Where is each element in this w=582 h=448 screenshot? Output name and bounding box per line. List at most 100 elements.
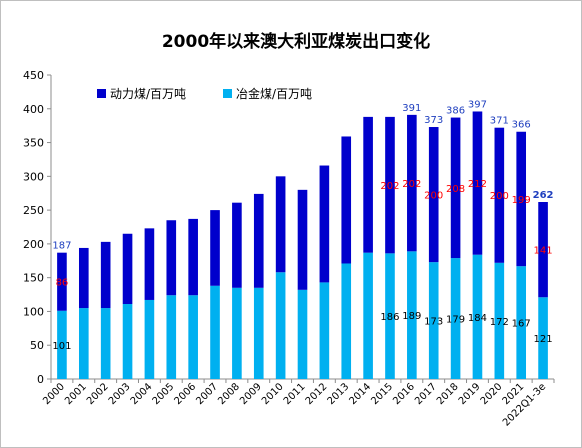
data-label-total: 262: [533, 190, 554, 201]
y-tick-label: 100: [23, 305, 44, 318]
x-tick-label: 2004: [129, 381, 155, 407]
data-label-metallurgical: 101: [52, 341, 71, 352]
data-label-thermal: 200: [490, 191, 509, 202]
bar-metallurgical: [232, 287, 242, 379]
y-tick-label: 0: [37, 373, 44, 386]
data-label-total: 371: [490, 116, 509, 127]
data-label-total: 397: [468, 99, 487, 110]
y-tick-label: 400: [23, 103, 44, 116]
bar-thermal: [407, 114, 417, 252]
bar-thermal: [297, 189, 308, 290]
bar-metallurgical: [450, 258, 461, 379]
legend-swatch-thermal: [97, 89, 106, 98]
bar-metallurgical: [188, 295, 198, 379]
bar-metallurgical: [363, 252, 373, 379]
data-label-thermal: 212: [468, 179, 487, 190]
bar-metallurgical: [538, 297, 548, 379]
bar-metallurgical: [516, 266, 527, 379]
bar-metallurgical: [472, 254, 483, 379]
y-tick-label: 450: [23, 69, 44, 82]
bar-thermal: [122, 233, 133, 305]
x-tick-label: 2008: [216, 381, 242, 407]
bar-metallurgical: [78, 308, 89, 379]
y-tick-label: 150: [23, 272, 44, 285]
bar-thermal: [516, 131, 527, 267]
x-tick-label: 2014: [347, 381, 373, 407]
bar-thermal: [319, 165, 330, 283]
bar-metallurgical: [494, 262, 505, 379]
x-tick-label: 2003: [107, 381, 133, 407]
bar-thermal: [494, 127, 505, 263]
bar-thermal: [275, 176, 286, 273]
data-label-thermal: 199: [512, 195, 531, 206]
bar-thermal: [188, 218, 198, 296]
x-tick-label: 2019: [457, 381, 483, 407]
bar-metallurgical: [210, 285, 220, 379]
y-tick-label: 200: [23, 238, 44, 251]
x-tick-label: 2020: [479, 381, 505, 407]
chart-title: 2000年以来澳大利亚煤炭出口变化: [162, 31, 430, 52]
bar-metallurgical: [57, 310, 67, 379]
x-tick-label: 2001: [63, 381, 89, 407]
data-label-total: 373: [424, 115, 443, 126]
bar-thermal: [100, 241, 111, 309]
bar-metallurgical: [407, 251, 417, 379]
data-label-thermal: 86: [56, 278, 69, 289]
x-tick-label: 2009: [238, 381, 264, 407]
bar-metallurgical: [341, 263, 352, 379]
bar-thermal: [363, 116, 373, 253]
legend: 动力煤/百万吨 冶金煤/百万吨: [97, 86, 312, 101]
bar-thermal: [232, 202, 242, 288]
data-label-thermal: 208: [446, 184, 465, 195]
data-label-total: 187: [52, 241, 71, 252]
x-tick-label: 2016: [391, 381, 417, 407]
x-tick-label: 2005: [151, 381, 177, 407]
x-tick-label: 2015: [369, 381, 395, 407]
bar-metallurgical: [253, 287, 264, 379]
data-label-metallurgical: 121: [534, 334, 553, 345]
y-tick-label: 50: [30, 339, 44, 352]
legend-label-metallurgical: 冶金煤/百万吨: [236, 86, 312, 101]
bar-metallurgical: [122, 304, 133, 379]
bar-metallurgical: [144, 299, 155, 379]
bar-thermal: [210, 210, 220, 286]
bar-thermal: [538, 202, 548, 298]
data-label-total: 391: [402, 103, 421, 114]
data-label-metallurgical: 189: [402, 311, 421, 322]
x-tick-label: 2007: [194, 381, 220, 407]
bar-thermal: [385, 116, 395, 254]
x-tick-label: 2000: [41, 381, 67, 407]
bar-thermal: [166, 220, 177, 296]
x-tick-label: 2002: [85, 381, 111, 407]
bar-metallurgical: [275, 272, 286, 379]
x-tick-label: 2017: [413, 381, 439, 407]
bar-thermal: [78, 247, 89, 309]
y-tick-label: 350: [23, 137, 44, 150]
x-tick-label: 2012: [304, 381, 330, 407]
bar-thermal: [341, 136, 352, 264]
data-label-total: 366: [512, 120, 531, 131]
data-label-total: 386: [446, 106, 465, 117]
legend-label-thermal: 动力煤/百万吨: [110, 87, 186, 101]
bar-thermal: [144, 228, 155, 300]
bar-thermal: [57, 252, 67, 311]
x-tick-label: 2010: [260, 381, 286, 407]
bar-metallurgical: [166, 295, 177, 379]
x-tick-label: 2011: [282, 381, 308, 407]
bar-thermal: [428, 127, 439, 263]
data-label-thermal: 200: [424, 191, 443, 202]
x-tick-label: 2006: [172, 381, 198, 407]
bar-thermal: [450, 117, 461, 259]
data-label-metallurgical: 186: [380, 312, 399, 323]
data-label-metallurgical: 179: [446, 315, 465, 326]
y-tick-label: 300: [23, 170, 44, 183]
data-label-metallurgical: 184: [468, 313, 487, 324]
data-label-thermal: 202: [380, 181, 399, 192]
data-label-thermal: 202: [402, 179, 421, 190]
data-label-metallurgical: 173: [424, 317, 443, 328]
bar-thermal: [253, 193, 264, 288]
bar-metallurgical: [428, 262, 439, 379]
bar-thermal: [472, 111, 483, 255]
